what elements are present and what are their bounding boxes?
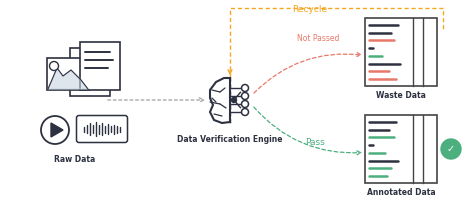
Text: Recycle: Recycle — [292, 5, 328, 14]
FancyBboxPatch shape — [365, 115, 437, 183]
Circle shape — [241, 84, 248, 92]
Circle shape — [49, 61, 58, 70]
Text: Data Verification Engine: Data Verification Engine — [177, 135, 283, 144]
Text: Raw Data: Raw Data — [55, 155, 96, 164]
Polygon shape — [48, 68, 88, 89]
FancyBboxPatch shape — [47, 58, 89, 90]
Text: Annotated Data: Annotated Data — [367, 188, 435, 197]
Circle shape — [231, 97, 237, 103]
FancyBboxPatch shape — [70, 48, 110, 96]
Circle shape — [241, 100, 248, 107]
Circle shape — [41, 116, 69, 144]
Text: Waste Data: Waste Data — [376, 91, 426, 100]
FancyBboxPatch shape — [76, 115, 128, 142]
Polygon shape — [51, 123, 63, 137]
Text: Not Passed: Not Passed — [297, 34, 339, 43]
Circle shape — [241, 92, 248, 100]
Circle shape — [241, 108, 248, 115]
FancyBboxPatch shape — [80, 42, 120, 90]
Circle shape — [441, 139, 461, 159]
FancyBboxPatch shape — [365, 18, 437, 86]
Text: Pass: Pass — [305, 138, 325, 147]
Text: ✓: ✓ — [447, 144, 455, 154]
